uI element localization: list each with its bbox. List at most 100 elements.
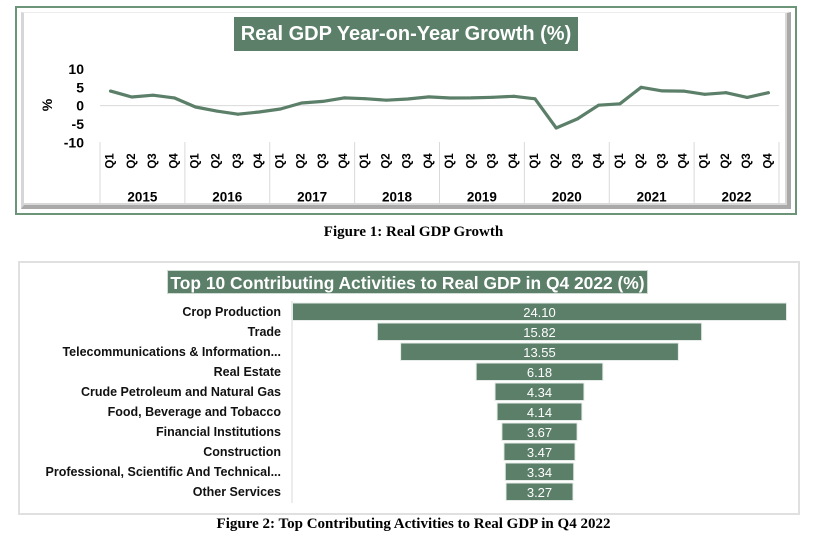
- bar: [291, 302, 788, 321]
- bar: [496, 402, 583, 421]
- bar: [501, 422, 578, 441]
- data-point: [363, 97, 367, 101]
- x-tick-year-label: 2018: [382, 190, 413, 205]
- y-axis-title: %: [39, 98, 55, 111]
- category-label: Real Estate: [214, 365, 281, 379]
- x-tick-quarter-label: Q4: [338, 153, 350, 169]
- bar: [400, 342, 679, 361]
- x-tick-quarter-label: Q2: [296, 153, 308, 168]
- data-point: [427, 95, 431, 99]
- bar-value-label: 15.82: [523, 325, 556, 340]
- series-line: [108, 85, 771, 130]
- x-tick-quarter-label: Q1: [105, 153, 117, 169]
- bar: [505, 482, 574, 501]
- x-tick-year-label: 2019: [467, 190, 497, 205]
- data-point: [745, 95, 749, 99]
- category-label: Crude Petroleum and Natural Gas: [81, 385, 281, 399]
- data-point: [215, 109, 219, 113]
- category-label: Professional, Scientific And Technical..…: [46, 465, 281, 479]
- data-point: [575, 117, 579, 121]
- x-tick-quarter-label: Q1: [614, 153, 626, 169]
- bar-value-label: 3.27: [527, 485, 552, 500]
- x-tick-quarter-label: Q3: [317, 153, 329, 168]
- data-point: [321, 99, 325, 103]
- x-tick-quarter-label: Q2: [211, 153, 223, 168]
- data-point: [151, 93, 155, 97]
- y-tick-label: 5: [76, 79, 84, 95]
- data-point: [639, 85, 643, 89]
- bar: [494, 382, 585, 401]
- data-point: [597, 103, 601, 107]
- x-tick-year-label: 2015: [127, 190, 158, 205]
- bar-value-label: 24.10: [523, 305, 556, 320]
- bar-value-label: 3.34: [527, 465, 552, 480]
- x-tick-year-label: 2021: [637, 190, 668, 205]
- data-point: [342, 96, 346, 100]
- data-point: [682, 89, 686, 93]
- x-tick-quarter-label: Q4: [423, 153, 435, 169]
- x-tick-quarter-label: Q2: [550, 153, 562, 168]
- x-tick-quarter-label: Q2: [380, 153, 392, 168]
- data-point: [660, 89, 664, 93]
- y-tick-label: 10: [68, 61, 84, 77]
- category-label: Trade: [248, 325, 281, 339]
- bar: [376, 322, 703, 341]
- x-tick-quarter-label: Q4: [678, 153, 690, 169]
- data-point: [109, 89, 113, 93]
- data-point: [406, 97, 410, 101]
- data-point: [257, 110, 261, 114]
- data-point: [618, 102, 622, 106]
- data-point: [448, 96, 452, 100]
- x-tick-year-label: 2017: [297, 190, 327, 205]
- category-label: Financial Institutions: [156, 425, 281, 439]
- category-label: Construction: [203, 445, 281, 459]
- x-tick-year-label: 2016: [212, 190, 243, 205]
- data-point: [703, 92, 707, 96]
- x-tick-quarter-label: Q3: [147, 153, 159, 168]
- x-tick-quarter-label: Q3: [232, 153, 244, 168]
- x-tick-quarter-label: Q4: [593, 153, 605, 169]
- y-tick-label: -10: [64, 134, 84, 150]
- y-tick-label: -5: [72, 116, 85, 132]
- bar-value-label: 4.34: [527, 385, 552, 400]
- data-point: [130, 95, 134, 99]
- data-point: [766, 91, 770, 95]
- x-tick-quarter-label: Q1: [359, 153, 371, 169]
- x-tick-quarter-label: Q1: [699, 153, 711, 169]
- x-tick-quarter-label: Q4: [762, 153, 774, 169]
- data-point: [384, 98, 388, 102]
- x-tick-quarter-label: Q1: [529, 153, 541, 169]
- data-point: [278, 107, 282, 111]
- category-label: Food, Beverage and Tobacco: [108, 405, 282, 419]
- data-point: [469, 96, 473, 100]
- data-point: [236, 112, 240, 116]
- bar-value-label: 3.47: [527, 445, 552, 460]
- bar-value-label: 6.18: [527, 365, 552, 380]
- x-tick-quarter-label: Q4: [508, 153, 520, 169]
- data-point: [554, 126, 558, 130]
- data-point: [512, 94, 516, 98]
- category-label: Telecommunications & Information...: [62, 345, 281, 359]
- x-tick-quarter-label: Q3: [402, 153, 414, 168]
- category-label: Crop Production: [182, 305, 281, 319]
- x-tick-quarter-label: Q2: [126, 153, 138, 168]
- data-point: [724, 91, 728, 95]
- bar: [503, 442, 576, 461]
- bar-value-label: 3.67: [527, 425, 552, 440]
- figure2-caption: Figure 2: Top Contributing Activities to…: [216, 516, 611, 532]
- x-tick-year-label: 2022: [722, 190, 752, 205]
- x-tick-quarter-label: Q3: [487, 153, 499, 168]
- x-tick-year-label: 2020: [552, 190, 582, 205]
- data-point: [300, 101, 304, 105]
- figure1-chart-title: Real GDP Year-on-Year Growth (%): [234, 17, 578, 51]
- category-label: Other Services: [193, 485, 281, 499]
- bar: [504, 462, 575, 481]
- x-tick-quarter-label: Q1: [444, 153, 456, 169]
- bar: [475, 362, 604, 381]
- figure2-chart-title: Top 10 Contributing Activities to Real G…: [167, 270, 648, 294]
- x-tick-quarter-label: Q1: [274, 153, 286, 169]
- x-tick-quarter-label: Q2: [635, 153, 647, 168]
- bar-value-label: 4.14: [527, 405, 552, 420]
